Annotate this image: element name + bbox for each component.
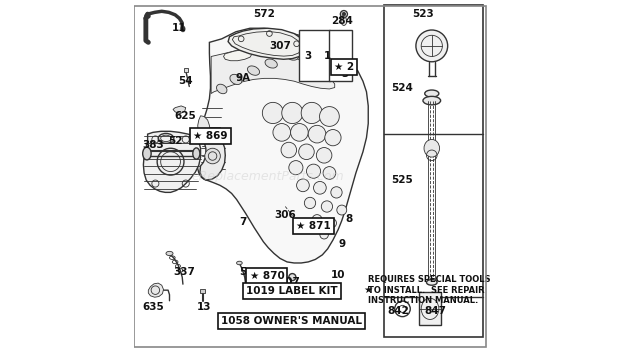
Text: ★ 2: ★ 2	[334, 62, 354, 72]
Text: ★ 871: ★ 871	[296, 221, 331, 231]
Circle shape	[314, 181, 326, 194]
Circle shape	[262, 102, 283, 124]
Ellipse shape	[230, 74, 242, 84]
Text: 11: 11	[172, 23, 187, 33]
Bar	[299, 30, 330, 81]
Polygon shape	[228, 28, 306, 59]
Text: ★ 870: ★ 870	[250, 271, 285, 281]
Ellipse shape	[423, 96, 441, 105]
Text: 10: 10	[331, 270, 345, 280]
Ellipse shape	[425, 90, 439, 97]
Ellipse shape	[427, 280, 437, 285]
Polygon shape	[198, 116, 210, 142]
Text: 572: 572	[253, 9, 275, 19]
Circle shape	[320, 231, 329, 239]
Text: 307: 307	[278, 277, 299, 287]
Circle shape	[306, 164, 321, 178]
Circle shape	[323, 167, 336, 179]
Text: 307: 307	[269, 41, 291, 51]
Bar	[200, 289, 205, 293]
Text: 635: 635	[142, 302, 164, 312]
Text: 5: 5	[239, 267, 247, 277]
Ellipse shape	[166, 251, 173, 256]
Text: 284: 284	[331, 16, 353, 26]
Ellipse shape	[286, 52, 299, 60]
Text: 523: 523	[412, 9, 434, 19]
Circle shape	[337, 205, 347, 215]
Ellipse shape	[193, 148, 200, 159]
Circle shape	[342, 12, 346, 16]
Text: 8: 8	[345, 214, 352, 224]
Circle shape	[281, 142, 296, 158]
Text: eReplacementParts.com: eReplacementParts.com	[192, 170, 344, 183]
Text: 9: 9	[338, 239, 345, 249]
Circle shape	[308, 125, 326, 143]
Text: 7: 7	[239, 217, 247, 227]
Text: ★ 869: ★ 869	[193, 131, 228, 141]
Bar	[384, 5, 483, 337]
Polygon shape	[173, 106, 186, 114]
Text: 1019 LABEL KIT: 1019 LABEL KIT	[246, 286, 337, 296]
Text: REQUIRES SPECIAL TOOLS
TO INSTALL.  SEE REPAIR
INSTRUCTION MANUAL.: REQUIRES SPECIAL TOOLS TO INSTALL. SEE R…	[368, 275, 491, 305]
Circle shape	[273, 124, 291, 141]
Polygon shape	[424, 37, 440, 55]
Ellipse shape	[424, 139, 440, 157]
Ellipse shape	[308, 54, 319, 62]
Text: 52: 52	[168, 136, 182, 146]
Bar	[419, 292, 441, 325]
Text: 383: 383	[142, 140, 164, 150]
Polygon shape	[148, 283, 164, 297]
Circle shape	[301, 102, 322, 124]
Circle shape	[304, 197, 316, 209]
Ellipse shape	[143, 147, 151, 160]
Text: 3: 3	[304, 52, 312, 61]
Circle shape	[416, 30, 448, 62]
Polygon shape	[170, 137, 174, 142]
Text: 13: 13	[197, 302, 211, 312]
Circle shape	[321, 201, 332, 212]
Text: 9A: 9A	[236, 73, 250, 83]
Bar	[184, 68, 187, 72]
Circle shape	[319, 107, 339, 126]
Circle shape	[289, 274, 296, 281]
Circle shape	[325, 130, 341, 146]
Polygon shape	[211, 49, 335, 94]
Circle shape	[312, 215, 322, 225]
Ellipse shape	[247, 66, 260, 75]
Circle shape	[281, 102, 303, 124]
Ellipse shape	[265, 59, 277, 68]
Ellipse shape	[216, 84, 227, 94]
Text: 525: 525	[391, 175, 413, 185]
Circle shape	[291, 124, 308, 141]
Text: 625: 625	[175, 112, 197, 121]
Circle shape	[299, 144, 314, 160]
Circle shape	[205, 148, 220, 164]
Text: 842: 842	[388, 306, 409, 316]
Polygon shape	[224, 50, 252, 61]
Text: ★: ★	[364, 285, 373, 295]
Text: 3: 3	[342, 69, 349, 79]
Ellipse shape	[237, 261, 242, 265]
Circle shape	[296, 179, 309, 192]
Polygon shape	[143, 131, 201, 192]
Circle shape	[327, 219, 337, 228]
Text: 847: 847	[424, 306, 446, 316]
Bar	[329, 30, 352, 81]
Circle shape	[316, 148, 332, 163]
Polygon shape	[200, 133, 225, 180]
Ellipse shape	[324, 64, 335, 71]
Text: 524: 524	[391, 83, 413, 93]
Polygon shape	[197, 28, 368, 263]
Text: 1: 1	[324, 52, 331, 61]
Circle shape	[331, 187, 342, 198]
Text: 337: 337	[174, 267, 196, 277]
Text: 306: 306	[275, 210, 296, 220]
Circle shape	[289, 161, 303, 175]
Ellipse shape	[341, 17, 347, 25]
Text: 1058 OWNER'S MANUAL: 1058 OWNER'S MANUAL	[221, 316, 362, 326]
Text: 54: 54	[179, 76, 193, 86]
Ellipse shape	[181, 26, 185, 32]
